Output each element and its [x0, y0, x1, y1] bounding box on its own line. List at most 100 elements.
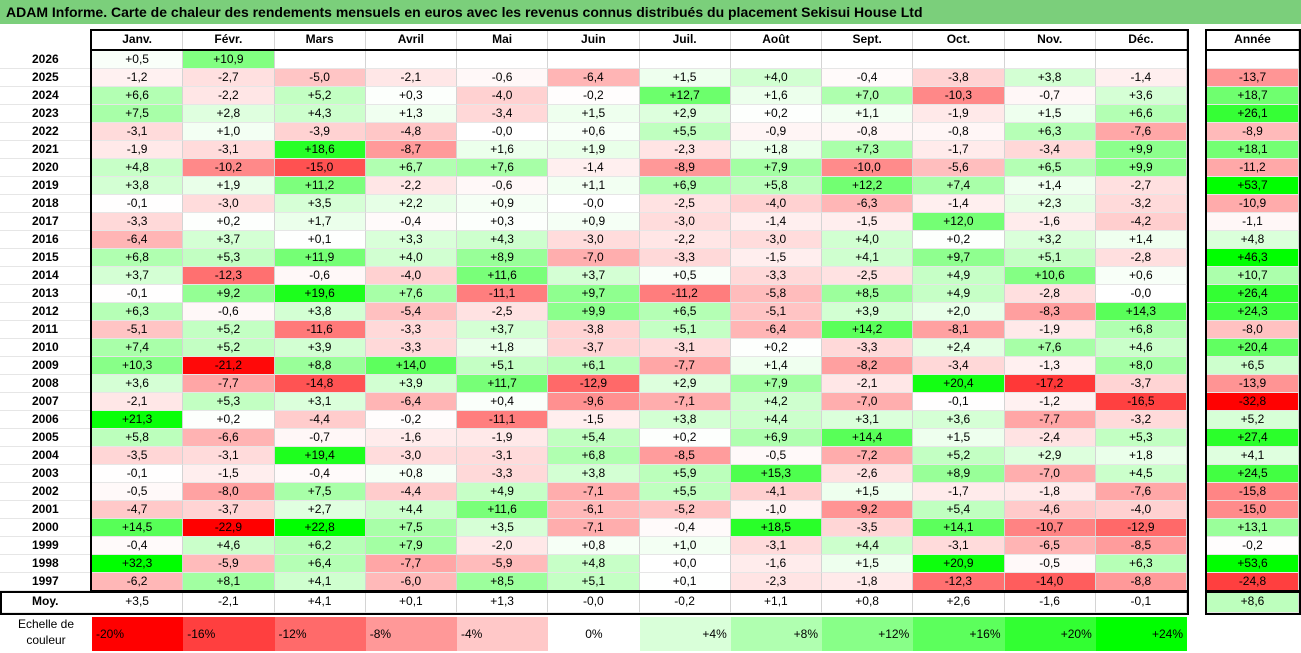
heatmap-cell: -7,7 — [1004, 411, 1096, 429]
heatmap-cell: +1,8 — [1095, 447, 1187, 465]
heatmap-cell: +6,3 — [92, 303, 184, 321]
heatmap-cell: -1,6 — [365, 429, 457, 447]
heatmap-cell: -3,5 — [92, 447, 184, 465]
heatmap-cell: +6,7 — [365, 159, 457, 177]
heatmap-cell: +5,1 — [548, 573, 640, 591]
heatmap-cell: +5,2 — [183, 339, 275, 357]
heatmap-cell: +4,9 — [913, 285, 1005, 303]
year-label: 2001 — [0, 501, 92, 519]
heatmap-cell: -3,4 — [913, 357, 1005, 375]
month-header: Mai — [457, 31, 549, 50]
heatmap-cell: +3,5 — [274, 195, 366, 213]
heatmap-cell: -0,6 — [274, 267, 366, 285]
heatmap-cell: +3,7 — [183, 231, 275, 249]
heatmap-cell: -7,6 — [1095, 123, 1187, 141]
heatmap-cell: -3,3 — [365, 321, 457, 339]
heatmap-cell: -4,2 — [1095, 213, 1187, 231]
annual-cell: -15,8 — [1207, 483, 1299, 501]
heatmap-cell: -3,7 — [548, 339, 640, 357]
heatmap-cell: -0,4 — [639, 519, 731, 537]
heatmap-cell: -5,1 — [92, 321, 184, 339]
heatmap-cell: -11,1 — [457, 411, 549, 429]
heatmap-cell: -6,1 — [548, 501, 640, 519]
annual-cell: +26,4 — [1207, 285, 1299, 303]
color-scale-swatch: +12% — [822, 617, 914, 651]
heatmap-cell: +5,8 — [92, 429, 184, 447]
year-label: 2023 — [0, 105, 92, 123]
year-label: 1997 — [0, 573, 92, 591]
heatmap-cell: -5,8 — [730, 285, 822, 303]
heatmap-cell: +1,0 — [183, 123, 275, 141]
heatmap-cell: -1,8 — [1004, 483, 1096, 501]
heatmap-cell: +4,3 — [274, 105, 366, 123]
heatmap-cell: -3,8 — [548, 321, 640, 339]
heatmap-cell: +2,3 — [1004, 195, 1096, 213]
heatmap-cell: +3,9 — [365, 375, 457, 393]
annual-cell: -1,1 — [1207, 213, 1299, 231]
year-label: 2013 — [0, 285, 92, 303]
heatmap-cell: +8,8 — [274, 357, 366, 375]
annual-cell: -10,9 — [1207, 195, 1299, 213]
heatmap-cell: -4,0 — [730, 195, 822, 213]
heatmap-cell: +7,5 — [365, 519, 457, 537]
heatmap-cell: +6,8 — [548, 447, 640, 465]
heatmap-cell: +0,3 — [365, 87, 457, 105]
annual-cell: +5,2 — [1207, 411, 1299, 429]
heatmap-cell: -0,0 — [1095, 285, 1187, 303]
heatmap-cell: +1,0 — [639, 537, 731, 555]
heatmap-cell: -2,5 — [822, 267, 914, 285]
average-cell: -0,0 — [548, 593, 640, 613]
average-label: Moy. — [0, 593, 92, 613]
heatmap-cell: +3,7 — [92, 267, 184, 285]
heatmap-cell: -1,7 — [913, 141, 1005, 159]
year-label: 2014 — [0, 267, 92, 285]
heatmap-cell: -1,4 — [730, 213, 822, 231]
heatmap-cell: -3,0 — [365, 447, 457, 465]
year-label: 1998 — [0, 555, 92, 573]
year-label: 2008 — [0, 375, 92, 393]
heatmap-cell: -0,7 — [274, 429, 366, 447]
heatmap-cell: +11,6 — [457, 501, 549, 519]
month-header: Juin — [548, 31, 640, 50]
heatmap-cell: -1,5 — [730, 249, 822, 267]
heatmap-cell: -2,2 — [183, 87, 275, 105]
color-scale-swatch: -4% — [457, 617, 549, 651]
year-label: 2006 — [0, 411, 92, 429]
heatmap-cell: +1,5 — [822, 555, 914, 573]
heatmap-cell: -0,4 — [92, 537, 184, 555]
heatmap-cell: -9,6 — [548, 393, 640, 411]
heatmap-cell: +8,9 — [457, 249, 549, 267]
heatmap-cell: +14,1 — [913, 519, 1005, 537]
heatmap-cell: +10,9 — [183, 51, 275, 69]
heatmap-cell: -4,6 — [1004, 501, 1096, 519]
heatmap-cell: +7,5 — [274, 483, 366, 501]
average-cell: -1,6 — [1004, 593, 1096, 613]
heatmap-cell: -6,4 — [548, 69, 640, 87]
heatmap-cell: +4,0 — [822, 231, 914, 249]
heatmap-cell: -3,3 — [822, 339, 914, 357]
heatmap-cell: -3,3 — [639, 249, 731, 267]
heatmap-cell: +0,2 — [730, 339, 822, 357]
heatmap-cell: -7,0 — [822, 393, 914, 411]
color-scale-swatch: +4% — [639, 617, 731, 651]
heatmap-cell: -15,0 — [274, 159, 366, 177]
heatmap-cell: -4,4 — [274, 411, 366, 429]
heatmap-cell: +18,5 — [730, 519, 822, 537]
heatmap-cell: -1,7 — [913, 483, 1005, 501]
heatmap-cell: +6,5 — [1004, 159, 1096, 177]
heatmap-cell: -3,7 — [183, 501, 275, 519]
heatmap-cell: -4,0 — [1095, 501, 1187, 519]
heatmap-cell: -17,2 — [1004, 375, 1096, 393]
annual-cell: -15,0 — [1207, 501, 1299, 519]
color-scale-swatch: -20% — [92, 617, 184, 651]
annual-cell: +4,1 — [1207, 447, 1299, 465]
heatmap-cell: +5,2 — [274, 87, 366, 105]
heatmap-cell: +4,4 — [365, 501, 457, 519]
heatmap-cell: +2,9 — [1004, 447, 1096, 465]
heatmap-cell: +1,8 — [730, 141, 822, 159]
heatmap-cell: +7,9 — [365, 537, 457, 555]
month-header: Août — [730, 31, 822, 50]
heatmap-cell: -10,2 — [183, 159, 275, 177]
year-label: 2018 — [0, 195, 92, 213]
heatmap-cell: -1,0 — [730, 501, 822, 519]
